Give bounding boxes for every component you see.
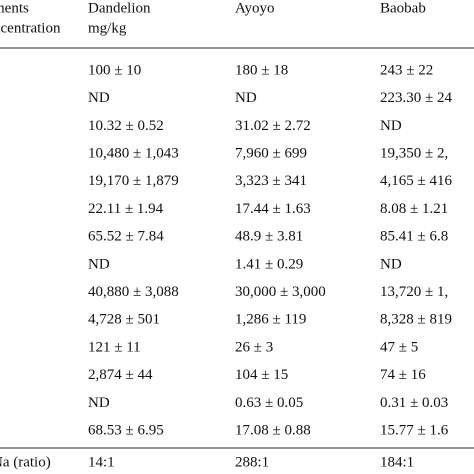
table-cell: ND	[88, 256, 110, 272]
table-cell: ND	[380, 118, 402, 134]
table-cell: 14:1	[88, 454, 115, 470]
table-cell: 243 ± 22	[380, 62, 433, 78]
table-cell: 17.44 ± 1.63	[235, 201, 311, 217]
header-cell: Dandelion	[88, 0, 151, 16]
table-cell: 19,350 ± 2,	[380, 146, 448, 162]
table-cell: 22.11 ± 1.94	[88, 201, 164, 217]
table-cell: 4,728 ± 501	[88, 312, 160, 328]
table-cell: 1,286 ± 119	[235, 312, 306, 328]
table-cell: 288:1	[235, 454, 269, 470]
table-cell: 7,960 ± 699	[235, 146, 307, 162]
table-cell: 17.08 ± 0.88	[235, 423, 311, 439]
table-cell: 47 ± 5	[380, 339, 418, 355]
table-cell: 85.41 ± 6.8	[380, 229, 448, 245]
table-cell: 184:1	[380, 454, 414, 470]
header-cell: Ayoyo	[235, 0, 274, 16]
table-cell: 2,874 ± 44	[88, 367, 153, 383]
table-cell: 26 ± 3	[235, 339, 273, 355]
table-cell: 121 ± 11	[88, 339, 141, 355]
table-cell: 0.63 ± 0.05	[235, 395, 303, 411]
table-cell: 13,720 ± 1,	[380, 284, 448, 300]
header-cell: ncentration	[0, 20, 61, 36]
table-cell: 1.41 ± 0.29	[235, 256, 303, 272]
table-cell: 40,880 ± 3,088	[88, 284, 179, 300]
table-cell: 3,323 ± 341	[235, 173, 307, 189]
table-cell: 104 ± 15	[235, 367, 288, 383]
table-cell: 4,165 ± 416	[380, 173, 452, 189]
row-label: Na (ratio)	[0, 454, 51, 470]
table-cell: 48.9 ± 3.81	[235, 229, 303, 245]
table-cell: 30,000 ± 3,000	[235, 284, 326, 300]
table-cell: 74 ± 16	[380, 367, 426, 383]
table-cell: 100 ± 10	[88, 62, 141, 78]
table-cell: 223.30 ± 24	[380, 90, 452, 106]
table-cell: 8,328 ± 819	[380, 312, 452, 328]
table-cell: 15.77 ± 1.6	[380, 423, 449, 439]
header-cell: Baobab	[380, 0, 426, 16]
table-cell: 10,480 ± 1,043	[88, 146, 179, 162]
table-cell: ND	[88, 90, 110, 106]
table-cell: 0.31 ± 0.03	[380, 395, 448, 411]
header-cell: ments	[0, 0, 29, 16]
table-cell: 10.32 ± 0.52	[88, 118, 164, 134]
table-cell: 180 ± 18	[235, 62, 288, 78]
table-cell: 19,170 ± 1,879	[88, 173, 179, 189]
table-cell: ND	[380, 256, 402, 272]
table-cell: ND	[235, 90, 257, 106]
table-cell: 65.52 ± 7.84	[88, 229, 164, 245]
table-cell: ND	[88, 395, 110, 411]
table-cell: 68.53 ± 6.95	[88, 423, 164, 439]
table-cell: 31.02 ± 2.72	[235, 118, 311, 134]
table-cell: 8.08 ± 1.21	[380, 201, 448, 217]
header-cell: mg/kg	[88, 20, 127, 36]
